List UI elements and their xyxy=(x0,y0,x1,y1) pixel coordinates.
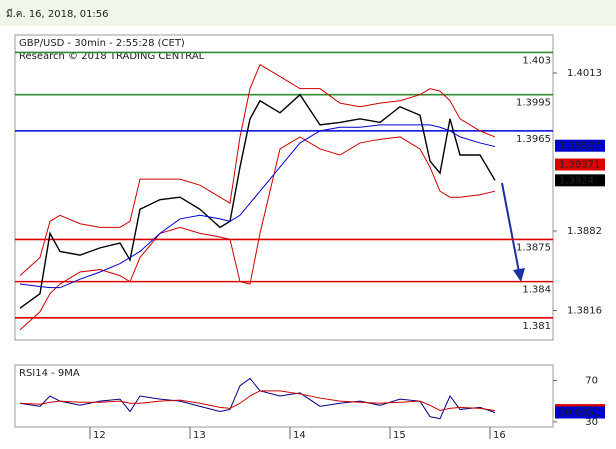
price-box xyxy=(555,139,605,152)
x-tick-label: 14 xyxy=(293,430,306,441)
level-label: 1.3875 xyxy=(516,242,551,253)
level-label: 1.3995 xyxy=(516,98,551,109)
level-label: 1.403 xyxy=(522,55,551,66)
panel-subtitle: Research © 2018 TRADING CENTRAL xyxy=(19,51,205,62)
x-tick-label: 13 xyxy=(193,430,206,441)
price-label: 39.0351 xyxy=(559,407,600,418)
x-tick-label: 15 xyxy=(393,430,406,441)
panel-title: GBP/USD - 30min - 2:55:28 (CET) xyxy=(19,38,185,49)
level-label: 1.384 xyxy=(522,285,551,296)
timestamp: มี.ค. 16, 2018, 01:56 xyxy=(6,8,109,20)
level-label: 1.3965 xyxy=(516,134,551,145)
level-label: 1.381 xyxy=(522,321,551,332)
rsi-panel xyxy=(14,364,554,428)
price-box xyxy=(555,406,605,419)
y-tick-label: 1.3882 xyxy=(567,226,602,237)
price-panel xyxy=(14,34,554,341)
y-tick-label: 1.4013 xyxy=(567,68,602,79)
y-tick-label: 70 xyxy=(585,376,598,387)
panel-title: RSI14 - 9MA xyxy=(19,368,80,379)
arrow-head xyxy=(513,268,525,282)
y-tick-label: 1.3816 xyxy=(567,306,602,317)
price-box xyxy=(555,158,605,171)
x-tick-label: 16 xyxy=(493,430,506,441)
header-bar xyxy=(0,0,616,26)
price-label: 1.39371 xyxy=(559,160,600,171)
series-line xyxy=(19,124,496,289)
series-line xyxy=(19,63,496,276)
price-label: 1.3924 xyxy=(559,175,594,186)
forecast-arrow xyxy=(501,182,520,273)
series-line xyxy=(19,377,496,420)
series-line xyxy=(19,390,496,411)
y-tick-label: 30 xyxy=(585,417,598,428)
x-tick-label: 12 xyxy=(93,430,106,441)
series-line xyxy=(19,93,496,309)
series-line xyxy=(19,136,496,331)
price-box xyxy=(555,174,605,187)
price-label: 1.39527 xyxy=(559,141,600,152)
